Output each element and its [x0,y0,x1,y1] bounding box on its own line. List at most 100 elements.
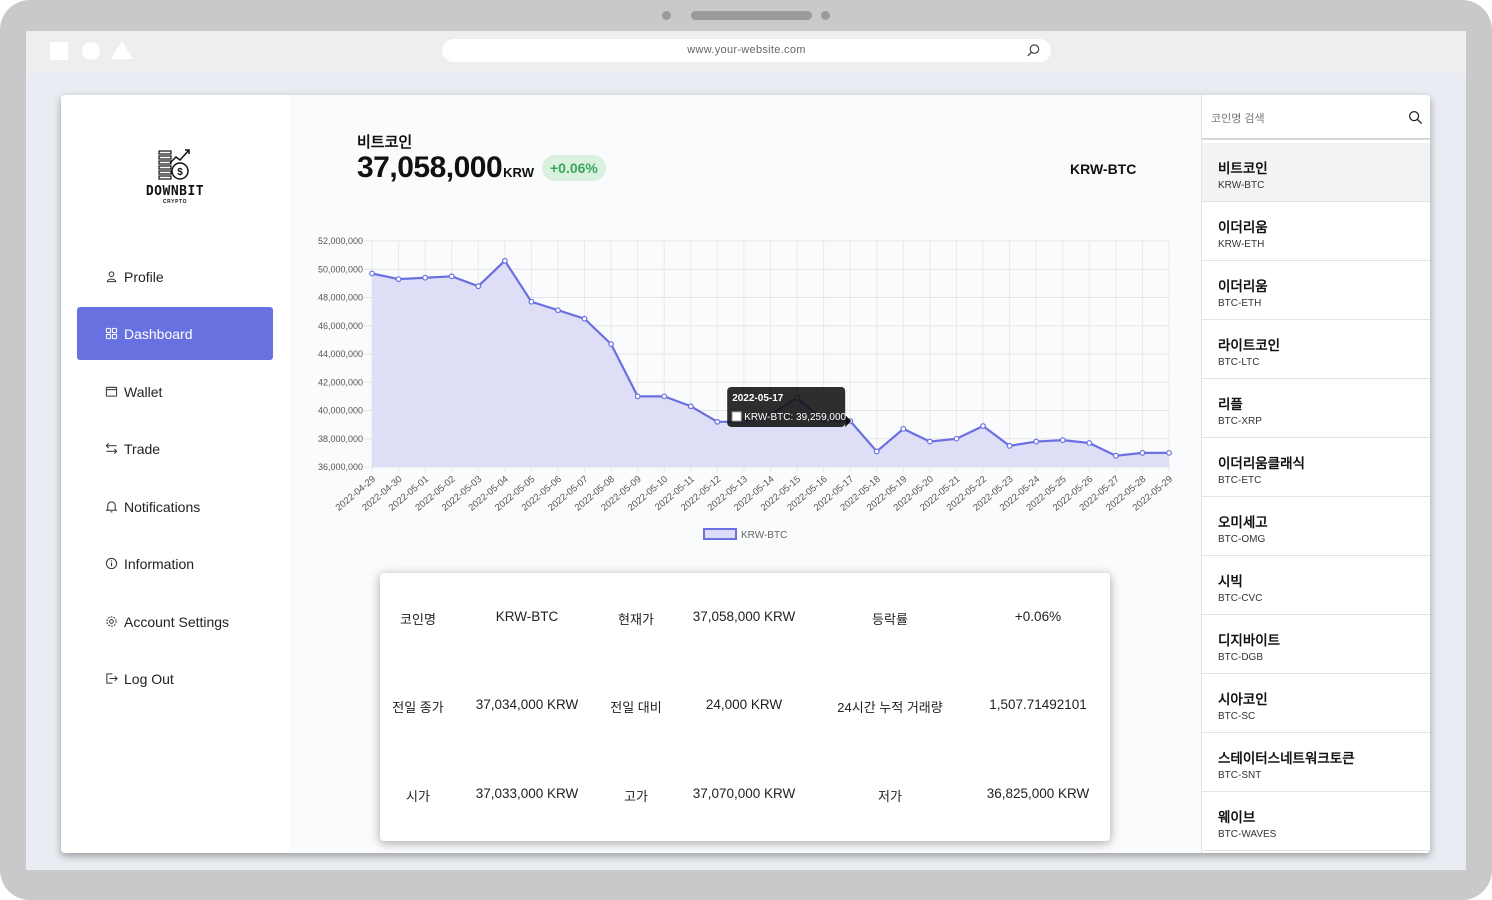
info-label: 고가 [624,789,648,804]
chart-legend: KRW-BTC [703,528,787,541]
coin-list-item[interactable]: 라이트코인 BTC-LTC [1202,320,1430,379]
change-badge: +0.06% [542,155,606,181]
nav-label: Notifications [124,498,201,515]
url-text: www.your-website.com [687,44,806,56]
coin-list-code: BTC-OMG [1218,534,1266,545]
coin-list-item[interactable]: 오미세고 BTC-OMG [1202,497,1430,556]
data-point [1112,452,1119,459]
grid-icon [105,327,118,340]
y-tick-label: 38,000,000 [318,434,363,444]
coin-list-item[interactable]: 리플 BTC-XRP [1202,379,1430,438]
swap-icon [105,443,118,454]
search-icon[interactable] [1026,43,1041,58]
logo[interactable]: $ DOWNBIT CRYPTO [137,147,213,217]
coin-list-code: BTC-SC [1218,711,1256,722]
nav-item-wallet[interactable]: Wallet [77,365,273,418]
data-point [714,418,721,425]
coin-list-item[interactable]: 이더리움 BTC-ETH [1202,261,1430,320]
triangle-icon [111,41,133,59]
nav-label: Information [124,555,195,572]
nav-label: Log Out [124,670,174,687]
coin-list-item[interactable]: 이더리움클래식 BTC-ETC [1202,438,1430,497]
info-label: 현재가 [618,612,654,627]
legend-swatch [703,528,737,540]
coin-search-input[interactable]: 코인명 검색 [1202,95,1430,140]
coin-list-item[interactable]: 시아코인 BTC-SC [1202,674,1430,733]
data-point [873,448,880,455]
info-value: 37,033,000 KRW [475,786,579,801]
data-point [687,403,694,410]
data-point [422,274,429,281]
data-point [980,423,986,429]
coin-list-name: 디지바이트 [1218,633,1281,648]
coin-list-item[interactable]: 비트코인 KRW-BTC [1202,143,1430,202]
data-point [1086,440,1093,446]
data-point [661,393,668,400]
sidebar: $ DOWNBIT CRYPTO Profile Dashboard Walle… [61,95,289,853]
coin-list-code: BTC-SNT [1218,770,1262,781]
url-bar[interactable]: www.your-website.com [442,39,1051,62]
coin-list-name: 스테이터스네트워크토큰 [1218,751,1355,766]
y-tick-label: 44,000,000 [318,349,363,359]
coin-list-code: BTC-WAVES [1218,829,1277,840]
nav-item-account-settings[interactable]: Account Settings [77,595,273,648]
app-window: $ DOWNBIT CRYPTO Profile Dashboard Walle… [61,95,1430,853]
logout-icon [106,673,118,684]
device-top-bar [0,0,1492,31]
coin-list-name: 오미세고 [1218,515,1268,530]
logo-icon: $ [158,149,190,180]
coin-list-item[interactable]: 시빅 BTC-CVC [1202,556,1430,615]
y-tick-label: 40,000,000 [318,406,363,416]
coin-name: 비트코인 [357,134,413,151]
nav-item-notifications[interactable]: Notifications [77,480,273,533]
circle-icon [82,42,100,60]
nav-item-information[interactable]: Information [77,537,273,590]
info-value: KRW-BTC [495,609,559,624]
nav-item-trade[interactable]: Trade [77,422,273,475]
y-tick-label: 52,000,000 [318,236,363,246]
info-label: 저가 [878,789,902,804]
y-tick-label: 48,000,000 [318,293,363,303]
speaker-bar [691,11,812,20]
screen: $ DOWNBIT CRYPTO Profile Dashboard Walle… [26,73,1466,870]
nav-item-profile[interactable]: Profile [77,250,273,303]
price-chart[interactable]: 52,000,000 50,000,000 48,000,000 46,000,000… [289,225,1201,555]
coin-list-name: 시빅 [1218,574,1243,589]
y-tick-label: 50,000,000 [318,264,363,274]
data-point [528,298,535,305]
search-placeholder: 코인명 검색 [1211,113,1265,125]
search-icon[interactable] [1408,110,1423,125]
coin-list-item[interactable]: 스테이터스네트워크토큰 BTC-SNT [1202,733,1430,792]
data-point [475,283,482,290]
info-value: 37,034,000 KRW [475,697,579,712]
price-unit: KRW [503,165,534,180]
coin-list-code: BTC-XRP [1218,416,1262,427]
info-icon [105,557,118,570]
coin-list-item[interactable]: 디지바이트 BTC-DGB [1202,615,1430,674]
nav-label: Wallet [124,383,163,400]
wallet-icon [105,386,118,397]
info-label: 코인명 [400,612,436,627]
coin-list-item[interactable]: 이더리움 KRW-ETH [1202,202,1430,261]
square-icon [50,42,68,60]
nav-item-dashboard[interactable]: Dashboard [77,307,273,360]
coin-list-name: 이더리움 [1218,220,1268,235]
coin-list-code: BTC-ETC [1218,475,1262,486]
nav-item-logout[interactable]: Log Out [77,652,273,705]
nav-label: Dashboard [124,325,193,342]
data-point [501,257,508,264]
info-label: 24시간 누적 거래량 [837,700,943,715]
info-value: 37,070,000 KRW [692,786,796,801]
tooltip-caret [845,414,852,427]
data-point [369,270,375,277]
coin-list-name: 시아코인 [1218,692,1268,707]
coin-list-name: 비트코인 [1218,161,1268,176]
series-area [372,260,1169,467]
logo-subtitle: CRYPTO [162,199,188,205]
info-label: 시가 [406,789,430,804]
data-point [1033,438,1040,445]
coin-list-code: BTC-DGB [1218,652,1263,663]
current-price: 37,058,000 [357,151,503,184]
coin-list-item[interactable]: 웨이브 BTC-WAVES [1202,792,1430,851]
pair-label: KRW-BTC [1070,161,1137,177]
